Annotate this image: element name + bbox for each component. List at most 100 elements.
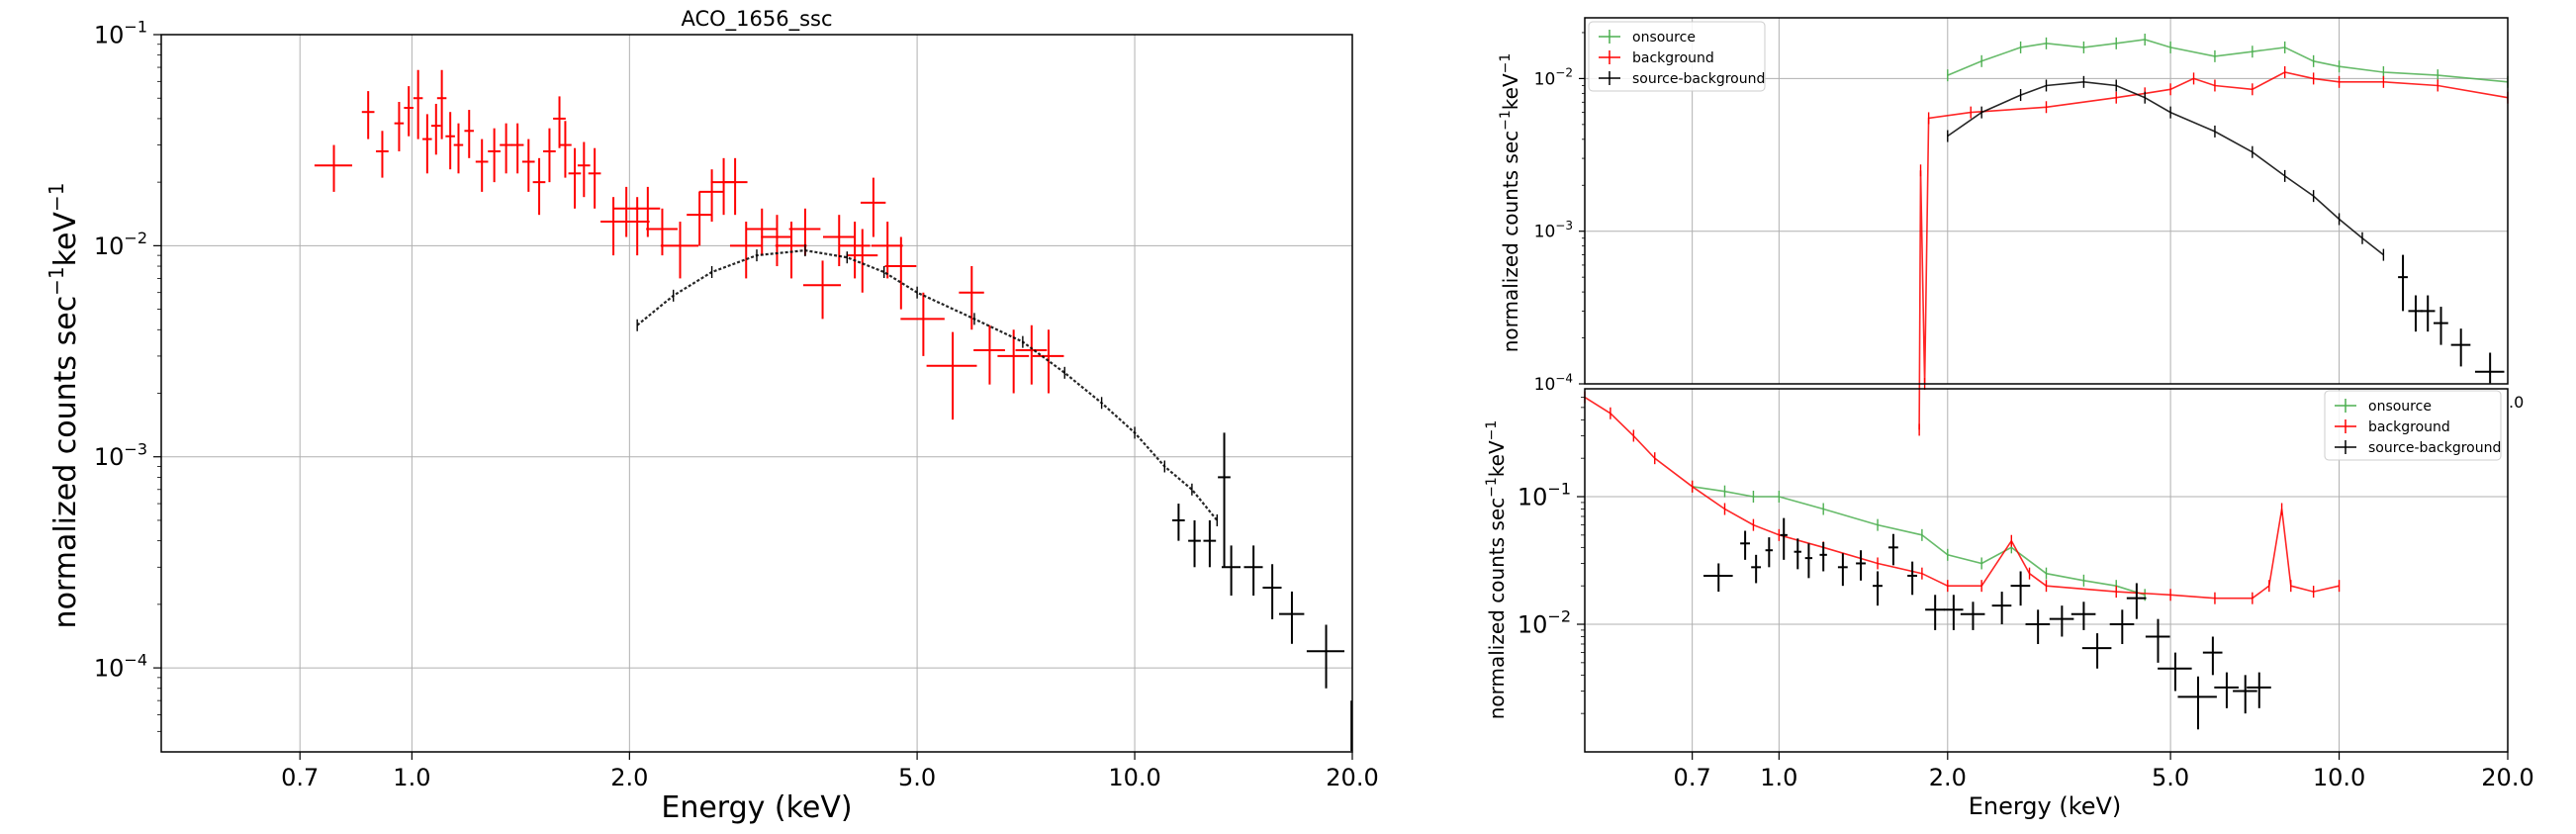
bottom-spectrum-chart: 0.7 1.0 2.0 5.0 10.0 20.0 10−2 10−1 Energy (keV… <box>1484 388 2534 820</box>
bottom-series-2-point-6 <box>1804 543 1813 579</box>
main-ticks: 0.7 1.0 2.0 5.0 10.0 20.0 10−4 10−3 10−2 10−1 <box>94 18 1379 791</box>
main-series-1-point-1 <box>1171 504 1185 541</box>
bottom-y-tick-label-1: 10−1 <box>1518 480 1571 511</box>
top-series-2-point-3 <box>2434 307 2448 345</box>
main-x-tick-label-2: 2.0 <box>610 764 648 791</box>
main-series-0-point-44 <box>871 222 903 279</box>
main-x-tick-label-1: 1.0 <box>393 764 430 791</box>
bottom-series-2-point-28 <box>2214 672 2239 708</box>
bottom-series-2-point-29 <box>2233 675 2257 714</box>
main-series-0-point-47 <box>926 331 977 420</box>
main-series-0-point-4 <box>404 86 414 137</box>
main-series-0-point-5 <box>413 69 423 139</box>
top-y-tick-label-2: 10−2 <box>1534 66 1573 90</box>
bottom-legend-label-0: onsource <box>2368 399 2432 415</box>
bottom-x-axis-label: Energy (keV) <box>1969 792 2122 820</box>
main-series-0-point-14 <box>500 123 512 174</box>
main-series-0-point-30 <box>687 191 712 246</box>
top-legend-label-2: source-background <box>1632 71 1765 87</box>
main-series-0-point-41 <box>838 222 871 279</box>
bottom-x-tick-label-1: 1.0 <box>1760 764 1797 791</box>
bottom-series-2-point-26 <box>2177 676 2217 730</box>
main-series-0-point-37 <box>775 222 807 279</box>
bottom-series-2-point-19 <box>2049 605 2074 637</box>
main-series-1-point-6 <box>1262 564 1282 619</box>
main-series-0-point-48 <box>959 266 984 330</box>
main-series-0-point-33 <box>722 157 748 216</box>
main-series-0-point-9 <box>445 112 455 170</box>
bottom-series-2-point-3 <box>1765 537 1773 568</box>
bottom-series-2-point-15 <box>1960 602 1985 630</box>
top-plot-frame <box>1584 17 2509 385</box>
main-series-0-point-10 <box>453 123 464 174</box>
bottom-series-2-point-12 <box>1907 561 1918 596</box>
bottom-series-2-point-25 <box>2158 652 2192 692</box>
main-y-tick-label-1: 10−3 <box>94 439 147 471</box>
bottom-legend-label-1: background <box>2368 419 2450 435</box>
main-series-0-point-29 <box>660 222 699 279</box>
bottom-series-2-point-17 <box>2010 571 2031 606</box>
bottom-series-2-point-9 <box>1856 550 1866 581</box>
bottom-x-tick-label-2: 2.0 <box>1929 764 1967 791</box>
main-series-0-point-11 <box>464 110 474 158</box>
main-y-tick-label-2: 10−2 <box>94 229 147 260</box>
bottom-x-tick-label-3: 5.0 <box>2152 764 2189 791</box>
top-series-2-point-0 <box>2398 254 2408 312</box>
bottom-series-2-point-11 <box>1887 533 1898 566</box>
main-series-1-point-3 <box>1203 519 1217 568</box>
top-series-2-point-4 <box>2450 328 2471 367</box>
bottom-series-2-point-16 <box>1991 592 2012 625</box>
bottom-series-2-point-10 <box>1873 571 1883 606</box>
main-series-0-point-6 <box>422 114 432 174</box>
main-series-1-point-7 <box>1279 591 1305 644</box>
bottom-x-tick-label-4: 10.0 <box>2313 764 2365 791</box>
main-series-0-point-2 <box>376 131 389 178</box>
main-series-0-point-42 <box>846 229 878 293</box>
main-x-tick-label-5: 20.0 <box>1326 764 1378 791</box>
main-series-0-point-49 <box>973 324 1005 385</box>
bottom-legend-box <box>2324 390 2502 461</box>
main-series-1-line <box>636 248 1219 521</box>
top-legend-box <box>1588 21 1766 92</box>
main-x-tick-label-0: 0.7 <box>281 764 319 791</box>
top-y-tick-label-1: 10−3 <box>1534 219 1573 242</box>
top-series-2-point-5 <box>2474 352 2505 384</box>
bottom-plot-frame <box>1584 388 2509 753</box>
bottom-legend-label-2: source-background <box>2368 440 2501 456</box>
main-series-0-point-3 <box>394 102 405 151</box>
main-series-1-point-2 <box>1188 519 1201 568</box>
main-series-0-point-22 <box>577 141 591 198</box>
main-x-tick-label-4: 10.0 <box>1108 764 1160 791</box>
main-series-1-point-4 <box>1221 545 1242 597</box>
bottom-series-2-point-18 <box>2025 609 2051 644</box>
bottom-series-2-point-14 <box>1943 595 1964 630</box>
main-series-0-point-23 <box>588 147 601 209</box>
top-legend-label-0: onsource <box>1632 30 1696 46</box>
main-series-0-point-34 <box>729 222 762 279</box>
top-ticks: 10−4 10−3 10−2 <box>1534 32 1585 395</box>
top-series-1-line <box>1918 71 2509 430</box>
main-title: ACO_1656_ssc <box>681 7 832 32</box>
main-series-1-point-0 <box>1218 432 1231 568</box>
main-series-0-point-19 <box>553 96 566 148</box>
main-data <box>314 69 1353 752</box>
bottom-series-2-point-8 <box>1837 553 1848 587</box>
bottom-series-0-line <box>1692 486 2146 597</box>
main-series-0-point-16 <box>521 139 535 192</box>
bottom-series-2-point-24 <box>2145 618 2170 663</box>
main-series-0-point-0 <box>314 144 353 192</box>
top-spectrum-chart: 10−4 10−3 10−2 .0 normalized counts sec−1k… <box>1498 17 2524 436</box>
bottom-series-2-point-27 <box>2202 636 2223 676</box>
main-series-0-point-28 <box>646 208 678 256</box>
top-overlapped-tick-fragment: .0 <box>2509 393 2524 412</box>
bottom-series-2-point-13 <box>1925 595 1945 630</box>
main-series-0-point-35 <box>745 208 778 256</box>
main-series-0-point-8 <box>436 69 447 139</box>
main-y-tick-label-0: 10−4 <box>94 651 147 683</box>
main-series-0-point-24 <box>600 197 626 256</box>
main-series-1-point-5 <box>1243 545 1263 597</box>
main-series-0-point-1 <box>361 91 375 139</box>
main-spectrum-chart: ACO_1656_ssc 0.7 1.0 2.0 5.0 10.0 20.0 10−4 10−… <box>45 7 1379 825</box>
bottom-ticks: 0.7 1.0 2.0 5.0 10.0 20.0 10−2 10−1 <box>1518 397 2534 791</box>
bottom-y-axis-label: normalized counts sec−1keV−1 <box>1484 420 1509 720</box>
